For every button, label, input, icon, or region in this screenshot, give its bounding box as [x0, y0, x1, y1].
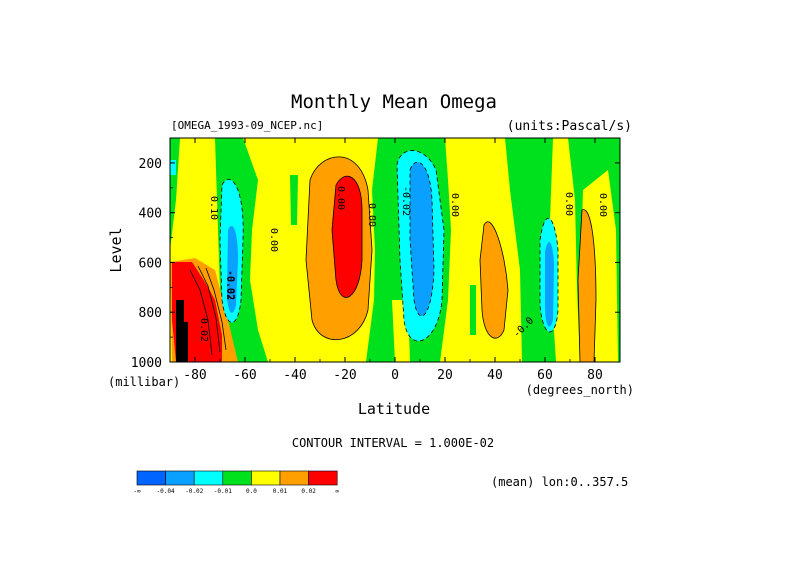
colorbar-swatch [165, 470, 195, 486]
colorbar-label: -∞ [133, 488, 141, 495]
contour-cyan-sliver [170, 160, 176, 175]
contour-label: 0.00 [597, 193, 608, 217]
colorbar-swatch [308, 470, 338, 486]
contour-label: 0.00 [449, 193, 460, 217]
colorbar-label: 0.02 [301, 488, 316, 495]
x-axis: -80 -60 -40 -20 0 20 40 60 80 [169, 138, 621, 383]
x-tick-label: -80 [183, 368, 206, 383]
colorbar-swatch [193, 470, 224, 486]
units-label: (units:Pascal/s) [507, 119, 632, 134]
x-axis-unit: (degrees_north) [526, 383, 634, 397]
chart-title: Monthly Mean Omega [291, 91, 497, 113]
positive-contour-lines [189, 156, 597, 362]
info-text: (mean) lon:0..357.5 [491, 475, 628, 489]
colorbar-label: -0.04 [157, 488, 175, 495]
contour-blue-north-mid [545, 242, 554, 327]
colorbar-swatch [136, 470, 166, 486]
y-tick-label: 600 [139, 256, 162, 271]
y-axis-unit: (millibar) [108, 375, 180, 389]
contour-blue-itcz [410, 162, 434, 316]
x-tick-label: -20 [333, 368, 356, 383]
colorbar-label: -0.02 [185, 488, 203, 495]
y-axis: 200 400 600 800 1000 [131, 137, 620, 371]
contour-orange-north-sub [480, 221, 508, 339]
x-axis-label: Latitude [358, 400, 430, 418]
contour-label: 0.00 [268, 228, 279, 252]
contour-red-subtropics-s [332, 176, 362, 298]
contour-label: 0.00 [366, 203, 377, 227]
contour-label: -0.02 [225, 270, 236, 300]
file-label: [OMEGA_1993-09_NCEP.nc] [171, 119, 323, 132]
contour-label: 0.10 [208, 196, 219, 220]
negative-contour-lines [219, 150, 559, 342]
y-axis-label: Level [107, 227, 125, 272]
contour-label: -0.02 [224, 270, 235, 300]
colorbar-swatch [251, 470, 281, 486]
colorbar-label: -0.01 [214, 488, 232, 495]
contour-interval-text: CONTOUR INTERVAL = 1.000E-02 [292, 436, 494, 450]
x-tick-label: -40 [283, 368, 306, 383]
y-tick-label: 200 [139, 157, 162, 172]
x-tick-label: 40 [487, 368, 503, 383]
contour-label: 0.02 [198, 318, 209, 342]
colorbar-label: 0.0 [246, 488, 257, 495]
x-tick-label: 80 [587, 368, 603, 383]
colorbar-swatch [222, 470, 252, 486]
contour-orange-arctic [578, 209, 596, 362]
colorbar: -∞ -0.04 -0.02 -0.01 0.0 0.01 0.02 ∞ [133, 470, 339, 495]
y-tick-label: 1000 [131, 356, 162, 371]
contour-plot-area [170, 138, 620, 362]
x-tick-label: 0 [391, 368, 399, 383]
x-tick-label: -60 [233, 368, 256, 383]
x-tick-label: 60 [537, 368, 553, 383]
y-tick-label: 400 [139, 207, 162, 222]
colorbar-label: ∞ [335, 488, 339, 495]
contour-green-patch-1 [290, 175, 298, 225]
x-tick-label: 20 [437, 368, 453, 383]
contour-label: 0.00 [335, 186, 346, 210]
colorbar-label: 0.01 [273, 488, 288, 495]
contour-green-patch-2 [470, 285, 476, 335]
topography-mask [176, 300, 188, 362]
contour-label: 0.00 [563, 192, 574, 216]
y-tick-label: 800 [139, 306, 162, 321]
contour-label: -0.02 [400, 186, 411, 216]
colorbar-swatch [279, 470, 309, 486]
contour-blue-south-mid [227, 225, 238, 313]
